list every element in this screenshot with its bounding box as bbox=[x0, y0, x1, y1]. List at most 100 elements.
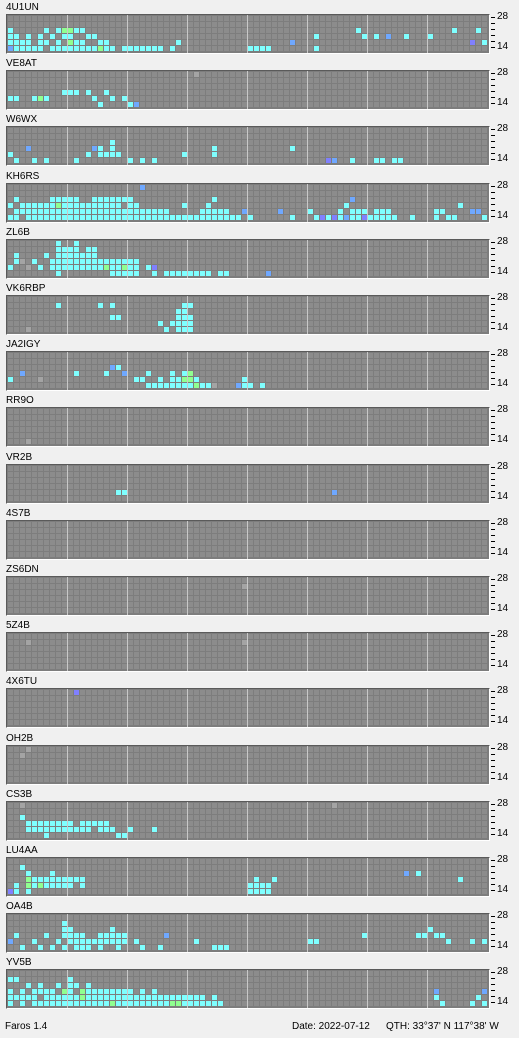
empty-cell bbox=[320, 495, 325, 501]
empty-cell bbox=[224, 545, 229, 551]
empty-cell bbox=[68, 353, 73, 359]
empty-cell bbox=[476, 78, 481, 84]
signal-cell bbox=[410, 214, 415, 220]
beacon-panel: VK6RBP 28 14 bbox=[0, 281, 519, 337]
empty-cell bbox=[158, 190, 163, 196]
empty-cell bbox=[422, 264, 427, 270]
empty-cell bbox=[182, 465, 187, 471]
empty-cell bbox=[62, 184, 67, 190]
signal-cell bbox=[128, 102, 133, 108]
empty-cell bbox=[314, 184, 319, 190]
empty-cell bbox=[122, 22, 127, 27]
empty-cell bbox=[140, 439, 145, 445]
empty-cell bbox=[446, 196, 451, 202]
empty-cell bbox=[326, 134, 331, 140]
empty-cell bbox=[188, 365, 193, 371]
empty-cell bbox=[38, 102, 43, 108]
empty-cell bbox=[176, 16, 181, 21]
empty-cell bbox=[470, 46, 475, 51]
empty-cell bbox=[218, 527, 223, 533]
empty-cell bbox=[182, 246, 187, 252]
empty-cell bbox=[8, 72, 13, 78]
empty-cell bbox=[32, 16, 37, 21]
empty-cell bbox=[404, 495, 409, 501]
empty-cell bbox=[368, 72, 373, 78]
signal-cell bbox=[266, 270, 271, 276]
empty-cell bbox=[32, 409, 37, 415]
empty-cell bbox=[374, 377, 379, 383]
empty-cell bbox=[284, 96, 289, 102]
empty-cell bbox=[152, 90, 157, 96]
empty-cell bbox=[20, 270, 25, 276]
empty-cell bbox=[98, 90, 103, 96]
empty-cell bbox=[266, 140, 271, 146]
empty-cell bbox=[446, 303, 451, 308]
empty-cell bbox=[116, 383, 121, 389]
signal-cell bbox=[182, 303, 187, 308]
empty-cell bbox=[320, 146, 325, 152]
empty-cell bbox=[398, 551, 403, 557]
empty-cell bbox=[362, 309, 367, 314]
empty-cell bbox=[344, 439, 349, 445]
empty-cell bbox=[308, 495, 313, 501]
empty-cell bbox=[242, 421, 247, 427]
empty-cell bbox=[434, 471, 439, 477]
empty-cell bbox=[374, 527, 379, 533]
empty-cell bbox=[338, 190, 343, 196]
empty-cell bbox=[44, 102, 49, 108]
empty-cell bbox=[92, 483, 97, 489]
empty-cell bbox=[194, 128, 199, 134]
empty-cell bbox=[116, 483, 121, 489]
empty-cell bbox=[332, 465, 337, 471]
empty-cell bbox=[398, 521, 403, 527]
empty-cell bbox=[176, 102, 181, 108]
empty-cell bbox=[260, 246, 265, 252]
empty-cell bbox=[464, 433, 469, 439]
empty-cell bbox=[86, 533, 91, 539]
empty-cell bbox=[446, 551, 451, 557]
empty-cell bbox=[44, 427, 49, 433]
empty-cell bbox=[296, 521, 301, 527]
empty-cell bbox=[44, 365, 49, 371]
empty-cell bbox=[452, 208, 457, 214]
empty-cell bbox=[170, 90, 175, 96]
empty-cell bbox=[140, 465, 145, 471]
empty-cell bbox=[314, 297, 319, 302]
empty-cell bbox=[86, 383, 91, 389]
empty-cell bbox=[260, 258, 265, 264]
signal-cell bbox=[116, 258, 121, 264]
signal-cell bbox=[98, 196, 103, 202]
empty-cell bbox=[284, 128, 289, 134]
empty-cell bbox=[380, 102, 385, 108]
empty-cell bbox=[146, 433, 151, 439]
empty-cell bbox=[44, 465, 49, 471]
empty-cell bbox=[230, 140, 235, 146]
empty-cell bbox=[236, 327, 241, 332]
empty-cell bbox=[32, 383, 37, 389]
empty-cell bbox=[476, 128, 481, 134]
signal-cell bbox=[164, 327, 169, 332]
empty-cell bbox=[224, 321, 229, 326]
empty-cell bbox=[464, 96, 469, 102]
empty-cell bbox=[290, 252, 295, 258]
empty-cell bbox=[290, 521, 295, 527]
empty-cell bbox=[74, 128, 79, 134]
empty-cell bbox=[314, 315, 319, 320]
empty-cell bbox=[32, 190, 37, 196]
hour-divider bbox=[187, 352, 188, 391]
empty-cell bbox=[242, 321, 247, 326]
empty-cell bbox=[266, 196, 271, 202]
empty-cell bbox=[272, 78, 277, 84]
empty-cell bbox=[344, 96, 349, 102]
empty-cell bbox=[404, 359, 409, 365]
empty-cell bbox=[86, 477, 91, 483]
empty-cell bbox=[476, 521, 481, 527]
empty-cell bbox=[422, 214, 427, 220]
empty-cell bbox=[422, 46, 427, 51]
empty-cell bbox=[176, 359, 181, 365]
empty-cell bbox=[224, 353, 229, 359]
empty-cell bbox=[194, 409, 199, 415]
signal-cell bbox=[158, 321, 163, 326]
signal-cell bbox=[86, 246, 91, 252]
empty-cell bbox=[182, 365, 187, 371]
